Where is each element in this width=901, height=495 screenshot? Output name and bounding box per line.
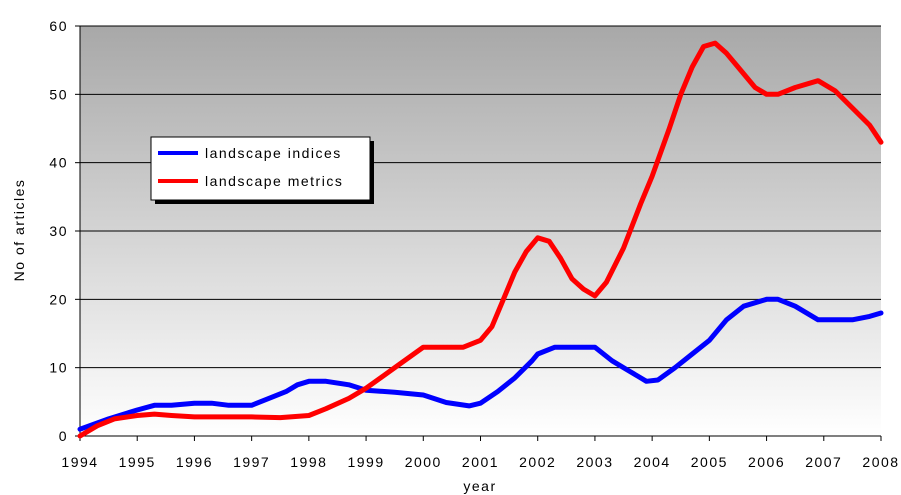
y-axis-label: No of articles [11,179,27,282]
y-tick-label: 0 [59,428,68,444]
x-tick-label: 2007 [805,454,842,470]
y-tick-labels: 0 10 20 30 40 50 60 [49,18,80,444]
y-tick-label: 10 [49,360,68,376]
y-tick-label: 50 [49,86,68,102]
y-tick-label: 30 [49,223,68,239]
x-tick-label: 1997 [233,454,270,470]
x-tick-label: 1999 [347,454,384,470]
series-line-landscape-indices [77,296,884,432]
x-tick-label: 2005 [691,454,728,470]
x-tick-label: 2004 [634,454,671,470]
series-line-landscape-metrics [77,40,884,439]
x-tick-label: 2002 [519,454,556,470]
x-tick-labels: 1994 1995 1996 1997 1998 1999 2000 2001 2002 2003… [61,436,899,470]
x-tick-label: 2003 [576,454,613,470]
y-tick-label: 40 [49,155,68,171]
x-tick-label: 2006 [748,454,785,470]
x-tick-label: 1998 [290,454,327,470]
x-tick-label: 2000 [405,454,442,470]
y-tick-label: 20 [49,291,68,307]
x-axis-label: year [463,478,496,494]
legend-label-landscape-indices: landscape indices [205,145,342,161]
x-tick-label: 1994 [61,454,98,470]
x-tick-label: 2008 [862,454,899,470]
legend: landscape indices landscape metrics [150,136,374,204]
legend-label-landscape-metrics: landscape metrics [205,173,343,189]
x-tick-label: 1996 [176,454,213,470]
series-lines [77,40,884,439]
legend-box [150,136,371,201]
y-tick-label: 60 [49,18,68,34]
x-tick-label: 2001 [462,454,499,470]
x-tick-label: 1995 [119,454,156,470]
